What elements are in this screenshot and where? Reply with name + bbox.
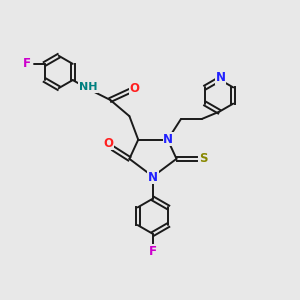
- Text: NH: NH: [79, 82, 98, 92]
- Text: S: S: [199, 152, 207, 165]
- Text: N: N: [163, 133, 173, 146]
- Text: O: O: [103, 137, 113, 150]
- Text: N: N: [216, 71, 226, 84]
- Text: F: F: [149, 245, 157, 258]
- Text: N: N: [148, 171, 158, 184]
- Text: F: F: [23, 57, 31, 70]
- Text: O: O: [130, 82, 140, 95]
